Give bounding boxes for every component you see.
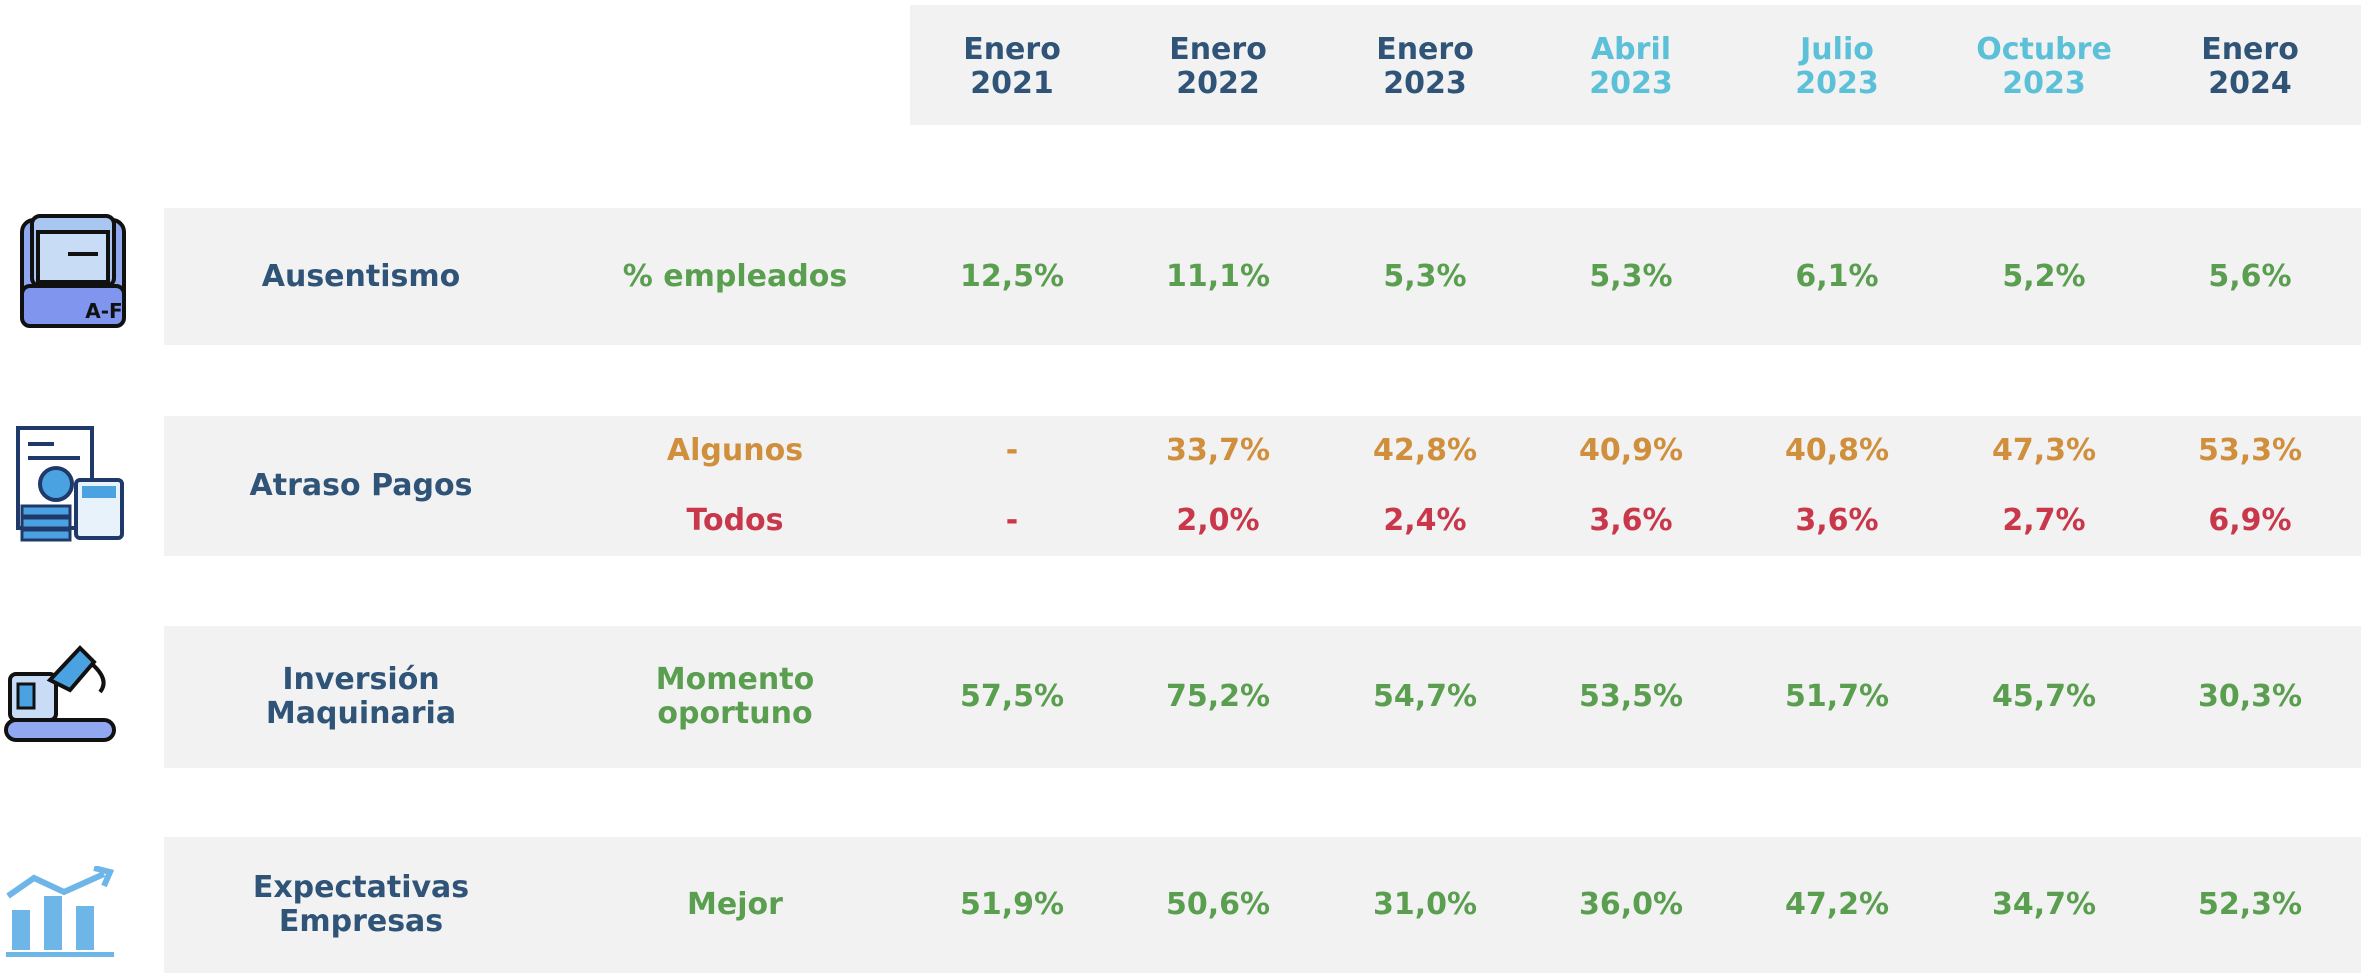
value-cell: 2,7% (2002, 503, 2086, 538)
value-cell: 34,7% (1991, 887, 2097, 922)
text-line: Todos (686, 503, 784, 538)
value-cell: - (1005, 433, 1019, 468)
value-cell: 6,9% (2208, 503, 2292, 538)
value-cell: 30,3% (2197, 679, 2303, 714)
header-month: Enero (2201, 32, 2299, 67)
column-header: Abril 2023 (1589, 33, 1673, 101)
svg-text:A-F: A-F (85, 299, 122, 323)
header-month: Octubre (1976, 32, 2112, 67)
payments-icon (16, 426, 124, 542)
text-line: Momento (655, 662, 815, 697)
header-month: Abril (1590, 32, 1672, 67)
value-cell: 5,2% (2002, 258, 2086, 294)
row-band (164, 837, 2361, 973)
value-cell: 51,9% (959, 887, 1065, 922)
text-line: oportuno (657, 696, 813, 731)
text-line: Maquinaria (265, 696, 457, 731)
text-line: Empresas (278, 904, 444, 939)
metric-label: Todos (686, 504, 783, 538)
machine-icon (4, 645, 116, 742)
row-band (164, 208, 2361, 345)
text-line: Algunos (666, 433, 804, 468)
metric-label: Algunos (667, 434, 803, 468)
value-cell: 6,1% (1795, 258, 1879, 294)
growth-icon (6, 866, 115, 957)
value-cell: 36,0% (1578, 887, 1684, 922)
value-cell: 3,6% (1589, 503, 1673, 538)
column-header: Enero 2023 (1376, 33, 1474, 101)
value-cell: 75,2% (1165, 679, 1271, 714)
row-band (164, 416, 2361, 556)
row-label: Inversión Maquinaria (266, 663, 456, 731)
header-year: 2023 (1589, 66, 1673, 101)
header-year: 2023 (1795, 66, 1879, 101)
text-line: Mejor (687, 887, 783, 922)
value-cell: - (1005, 503, 1019, 538)
text-line: Ausentismo (261, 258, 461, 294)
value-cell: 2,0% (1176, 503, 1260, 538)
value-cell: 11,1% (1165, 258, 1271, 294)
value-cell: 33,7% (1165, 433, 1271, 468)
header-year: 2023 (2002, 66, 2086, 101)
text-line: Expectativas (252, 870, 470, 905)
value-cell: 2,4% (1383, 503, 1467, 538)
value-cell: 40,9% (1578, 433, 1684, 468)
value-cell: 53,3% (2197, 433, 2303, 468)
value-cell: 5,6% (2208, 258, 2292, 294)
header-band (910, 5, 2361, 125)
text-line: % empleados (622, 258, 848, 294)
metric-label: Mejor (687, 888, 783, 922)
value-cell: 42,8% (1372, 433, 1478, 468)
value-cell: 53,5% (1578, 679, 1684, 714)
column-header: Enero 2024 (2201, 33, 2299, 101)
header-year: 2022 (1176, 66, 1260, 101)
value-cell: 31,0% (1372, 887, 1478, 922)
value-cell: 40,8% (1784, 433, 1890, 468)
value-cell: 47,2% (1784, 887, 1890, 922)
metric-label: Momento oportuno (656, 663, 814, 731)
row-label: Expectativas Empresas (253, 871, 469, 939)
text-line: Atraso Pagos (249, 468, 473, 503)
column-header: Julio 2023 (1795, 33, 1879, 101)
column-header: Octubre 2023 (1976, 33, 2112, 101)
value-cell: 57,5% (959, 679, 1065, 714)
cabinet-icon: A-F (20, 214, 126, 328)
metric-label: % empleados (622, 258, 848, 294)
value-cell: 54,7% (1372, 679, 1478, 714)
row-label: Ausentismo (261, 258, 461, 294)
value-cell: 47,3% (1991, 433, 2097, 468)
row-band (164, 626, 2361, 768)
value-cell: 12,5% (959, 258, 1065, 294)
value-cell: 45,7% (1991, 679, 2097, 714)
value-cell: 3,6% (1795, 503, 1879, 538)
value-cell: 5,3% (1383, 258, 1467, 294)
column-header: Enero 2021 (963, 33, 1061, 101)
column-header: Enero 2022 (1169, 33, 1267, 101)
header-month: Enero (1376, 32, 1474, 67)
header-month: Enero (963, 32, 1061, 67)
value-cell: 50,6% (1165, 887, 1271, 922)
row-label: Atraso Pagos (250, 469, 473, 503)
header-month: Julio (1800, 32, 1874, 67)
text-line: Inversión (282, 662, 440, 697)
value-cell: 52,3% (2197, 887, 2303, 922)
header-year: 2023 (1383, 66, 1467, 101)
header-year: 2021 (970, 66, 1054, 101)
value-cell: 5,3% (1589, 258, 1673, 294)
value-cell: 51,7% (1784, 679, 1890, 714)
header-year: 2024 (2208, 66, 2292, 101)
header-month: Enero (1169, 32, 1267, 67)
